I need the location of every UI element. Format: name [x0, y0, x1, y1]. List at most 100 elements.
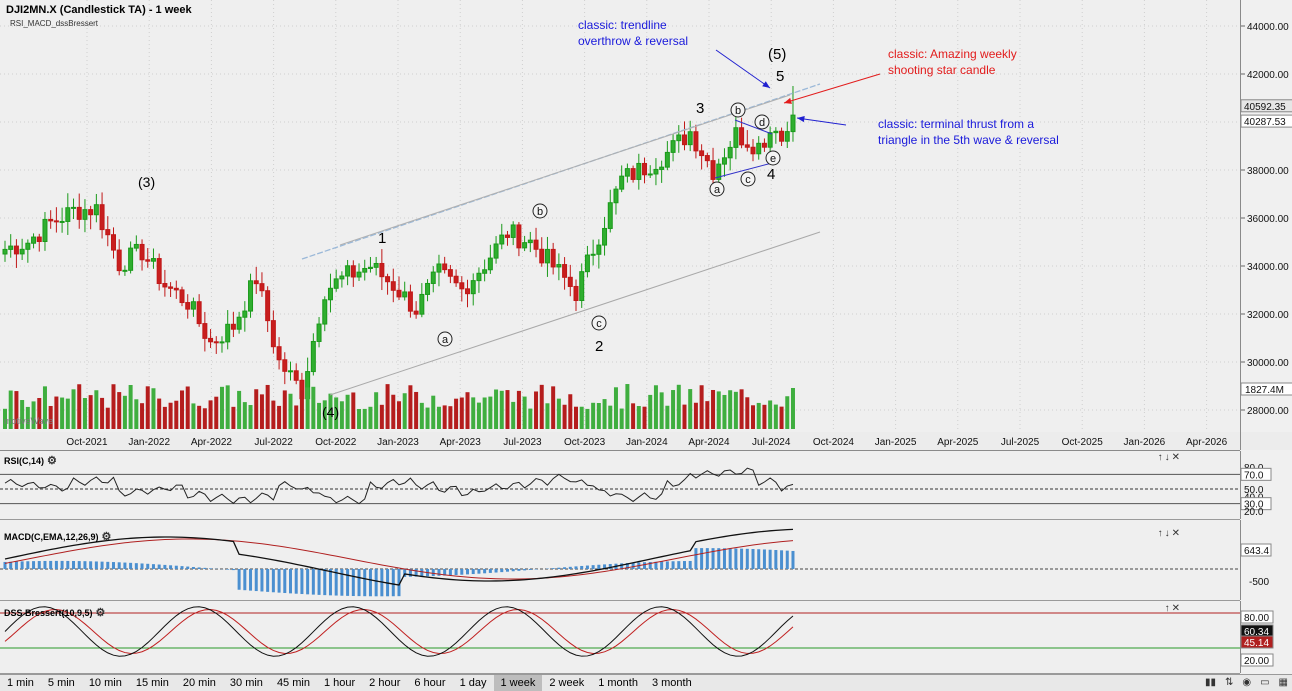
volume-bar [311, 387, 315, 429]
candle [437, 264, 441, 272]
candle [294, 371, 298, 380]
volume-bar [694, 403, 698, 429]
date-tick-label: Jul-2022 [254, 437, 293, 448]
timeframe-2-week[interactable]: 2 week [542, 675, 591, 691]
candle [146, 260, 150, 261]
volume-bar [523, 397, 527, 429]
price-chart[interactable] [0, 0, 1240, 432]
dss-panel[interactable]: DSS Bressert(10,9,5) ⚙ ↑✕ [0, 601, 1240, 674]
volume-bar [340, 401, 344, 429]
volume-bar [106, 408, 110, 429]
candle [568, 277, 572, 286]
fit-icon[interactable]: ▦ [1279, 675, 1288, 691]
close-panel-icon[interactable]: ✕ [1172, 452, 1182, 463]
volume-bar [528, 409, 532, 429]
move-up-icon[interactable]: ↑ [1165, 603, 1172, 614]
candle [203, 324, 207, 339]
close-panel-icon[interactable]: ✕ [1172, 603, 1182, 614]
candle [72, 207, 76, 208]
candle [220, 342, 224, 343]
timeframe-3-month[interactable]: 3 month [645, 675, 699, 691]
price-axis[interactable]: 44000.0042000.0040000.0038000.0036000.00… [1240, 0, 1292, 432]
volume-bar [545, 403, 549, 429]
date-tick-label: Apr-2025 [937, 437, 979, 448]
volume-bar [306, 387, 310, 429]
candle [722, 158, 726, 164]
toolbar-icons: ▮▮ ⇅ ◉ ▭ ▦ [1205, 675, 1288, 691]
price-panel[interactable]: DJI2MN.X (Candlestick TA) - 1 week RSI_M… [0, 0, 1240, 433]
move-up-icon[interactable]: ↑ [1158, 452, 1165, 463]
price-tick-label: 38000.00 [1247, 166, 1289, 177]
candle [625, 169, 629, 177]
rsi-gear-icon[interactable]: ⚙ [47, 454, 57, 467]
timeframe-1-day[interactable]: 1 day [453, 675, 494, 691]
zoom-icon[interactable]: ⇅ [1225, 675, 1233, 691]
candle [49, 219, 53, 220]
macd-histogram-bar [329, 569, 332, 595]
wave-label-4: 4 [767, 166, 775, 183]
timeframe-1-hour[interactable]: 1 hour [317, 675, 362, 691]
timeframe-5-min[interactable]: 5 min [41, 675, 82, 691]
timeframe-20-min[interactable]: 20 min [176, 675, 223, 691]
bar-chart-icon[interactable]: ▮▮ [1205, 675, 1216, 691]
timeframe-1-min[interactable]: 1 min [0, 675, 41, 691]
volume-bar [300, 390, 304, 429]
volume-bar [563, 405, 567, 429]
volume-bar [597, 403, 601, 429]
dss-gear-icon[interactable]: ⚙ [96, 606, 106, 619]
candle [517, 225, 521, 248]
timeframe-1-month[interactable]: 1 month [591, 675, 645, 691]
timeframe-1-week[interactable]: 1 week [494, 675, 543, 691]
macd-tick-label: -500 [1249, 577, 1269, 588]
volume-bar [243, 402, 247, 429]
volume-bar [89, 395, 93, 429]
timeframe-15-min[interactable]: 15 min [129, 675, 176, 691]
scroll-icon[interactable]: ▭ [1260, 675, 1269, 691]
candle [426, 283, 430, 294]
timeframe-2-hour[interactable]: 2 hour [362, 675, 407, 691]
macd-histogram-bar [786, 551, 789, 569]
candle [391, 282, 395, 291]
move-down-icon[interactable]: ↓ [1165, 452, 1172, 463]
candle [169, 287, 173, 288]
candle [117, 250, 121, 271]
macd-histogram-bar [557, 568, 560, 569]
macd-axis-svg: 643.4-500 [1241, 520, 1292, 600]
macd-histogram-bar [752, 549, 755, 569]
volume-bar [660, 392, 664, 429]
candle [386, 277, 390, 282]
macd-histogram-bar [672, 561, 675, 569]
candle [408, 292, 412, 311]
volume-bar [214, 397, 218, 429]
rsi-panel[interactable]: RSI(C,14) ⚙ ↑↓✕ [0, 451, 1240, 520]
macd-histogram-bar [43, 561, 46, 569]
candle [688, 132, 692, 145]
close-panel-icon[interactable]: ✕ [1172, 528, 1182, 539]
macd-histogram-bar [181, 566, 184, 569]
macd-histogram-bar [369, 569, 372, 596]
eye-icon[interactable]: ◉ [1242, 675, 1251, 691]
macd-histogram-bar [717, 548, 720, 569]
macd-histogram-bar [575, 566, 578, 569]
macd-histogram-bar [552, 568, 555, 569]
volume-bar [249, 405, 253, 429]
volume-bar [129, 385, 133, 429]
trendline-arrow [716, 50, 770, 88]
move-up-icon[interactable]: ↑ [1158, 528, 1165, 539]
macd-panel[interactable]: MACD(C,EMA,12,26,9) ⚙ ↑↓✕ [0, 520, 1240, 601]
timeframe-6-hour[interactable]: 6 hour [407, 675, 452, 691]
macd-histogram-bar [283, 569, 286, 593]
timeframe-30-min[interactable]: 30 min [223, 675, 270, 691]
macd-histogram-bar [363, 569, 366, 596]
macd-gear-icon[interactable]: ⚙ [102, 530, 112, 543]
timeframe-45-min[interactable]: 45 min [270, 675, 317, 691]
timeframe-10-min[interactable]: 10 min [82, 675, 129, 691]
move-down-icon[interactable]: ↓ [1165, 528, 1172, 539]
volume-bar [151, 388, 155, 429]
macd-axis: 643.4-500 [1240, 520, 1292, 600]
wave-label-3: 3 [696, 100, 704, 117]
macd-histogram-bar [78, 561, 81, 569]
candle [477, 273, 481, 280]
macd-histogram-bar [683, 561, 686, 569]
